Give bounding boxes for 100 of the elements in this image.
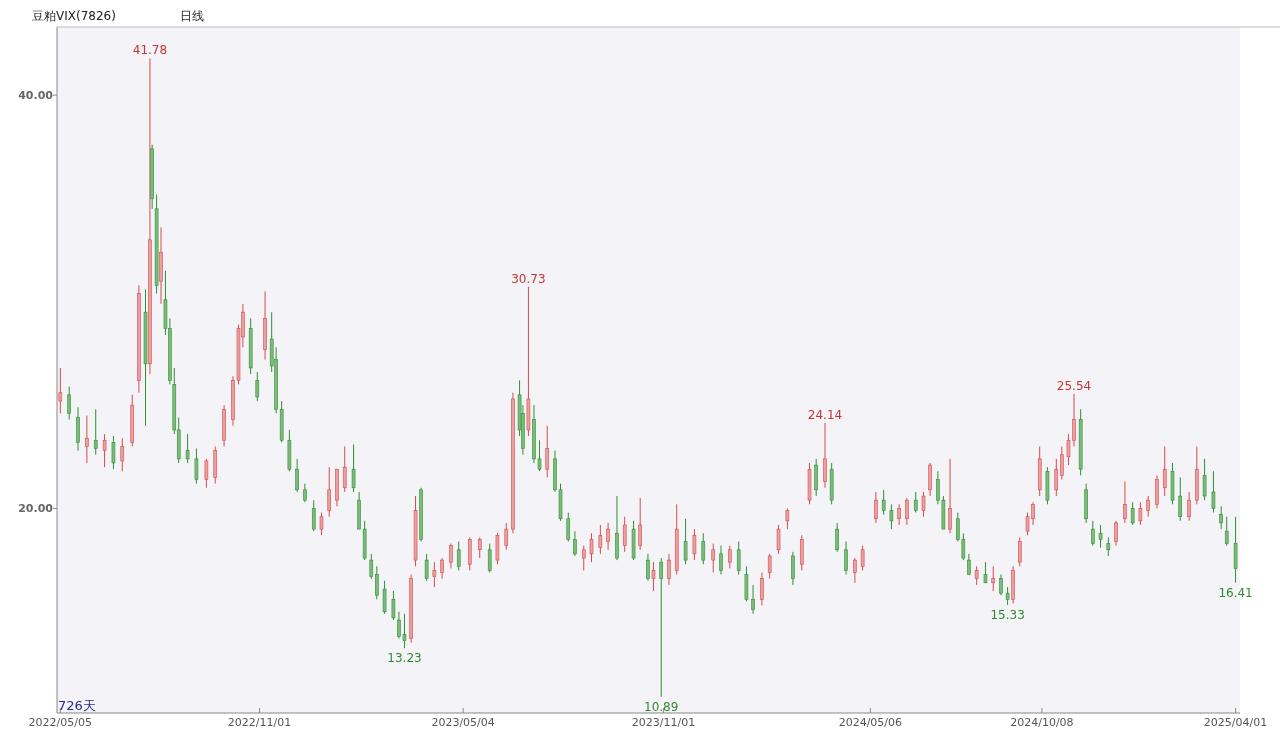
candlestick <box>319 512 324 536</box>
candlestick <box>573 530 577 557</box>
candlestick <box>102 433 107 468</box>
candlestick <box>1202 458 1207 501</box>
annotation: 24.14 <box>807 407 843 422</box>
candlestick <box>897 503 901 526</box>
candlestick <box>701 532 706 565</box>
candlestick <box>785 507 790 530</box>
candlestick <box>622 516 627 553</box>
candlestick <box>692 528 697 561</box>
candlestick <box>382 580 387 615</box>
candlestick <box>1178 476 1183 522</box>
candlestick <box>598 524 603 555</box>
candlestick <box>581 545 586 571</box>
candlestick <box>449 543 453 569</box>
x-tick-label: 2023/11/01 <box>631 716 696 729</box>
candlestick <box>999 574 1003 596</box>
candlestick <box>606 522 610 551</box>
candlestick <box>889 503 894 530</box>
annotation: 15.33 <box>990 607 1025 622</box>
candlestick <box>440 557 444 580</box>
candlestick <box>566 512 571 542</box>
candlestick <box>835 522 839 553</box>
candlestick <box>711 543 716 573</box>
candlestick <box>1130 501 1135 526</box>
candlestick <box>719 545 723 576</box>
y-tick-label: 40.00 <box>18 89 54 103</box>
x-tick-label: 2022/05/05 <box>28 716 93 729</box>
candlestick <box>1017 536 1022 567</box>
candlestick <box>659 557 664 698</box>
candlestick <box>204 458 209 489</box>
candlestick <box>913 491 918 514</box>
candlestick <box>194 448 199 485</box>
candlestick <box>823 422 827 489</box>
candlestick <box>853 557 857 584</box>
candlestick <box>751 584 755 615</box>
candlestick <box>921 491 926 518</box>
x-tick-label: 2022/11/01 <box>227 716 292 729</box>
candlestick <box>295 458 299 493</box>
candlestick <box>1060 445 1064 481</box>
candlestick <box>1211 470 1216 514</box>
candlestick <box>1054 458 1059 497</box>
candlestick <box>111 435 116 470</box>
x-tick-label: 2024/05/06 <box>838 716 903 729</box>
candlestick <box>545 425 550 478</box>
candlestick <box>728 545 732 569</box>
candlestick <box>1187 491 1191 522</box>
candlestick <box>1098 524 1103 549</box>
candlestick <box>967 553 971 576</box>
candlestick <box>1162 445 1167 497</box>
annotation: 30.73 <box>511 271 546 286</box>
candlestick <box>369 553 374 580</box>
candlestick <box>1138 501 1143 526</box>
candlestick <box>991 565 996 592</box>
annotation: 16.41 <box>1218 585 1253 600</box>
annotation: 13.23 <box>387 651 422 666</box>
candlestick <box>683 518 688 565</box>
candlestick <box>589 532 594 563</box>
candlestick <box>736 541 741 576</box>
x-tick-label: 2023/05/04 <box>431 716 495 729</box>
candlestick <box>1091 520 1095 547</box>
candlestick <box>185 433 190 464</box>
candlestick <box>881 489 886 516</box>
candlestick <box>1106 536 1111 557</box>
candlestick <box>1224 516 1229 547</box>
candlestick <box>844 541 848 576</box>
candlestick <box>767 553 772 580</box>
candlestick <box>303 483 307 503</box>
candlestick <box>432 561 437 588</box>
candlestick <box>1114 520 1118 547</box>
candlestick <box>504 522 509 551</box>
candlestick <box>948 458 952 534</box>
candlestick <box>351 443 356 493</box>
candlestick <box>255 371 260 402</box>
candlestick <box>85 414 89 464</box>
candlestick <box>93 408 98 456</box>
candlestick <box>375 565 379 600</box>
candlestick <box>874 491 878 524</box>
candlestick <box>487 543 492 573</box>
annotation: 726天 <box>58 698 96 713</box>
candlestick <box>651 561 656 592</box>
chart-subtitle: 日线 <box>180 9 204 23</box>
candlestick <box>638 497 642 551</box>
candlestick <box>791 551 795 586</box>
candlestick <box>1219 505 1223 530</box>
candlestick <box>391 590 396 621</box>
candlestick <box>905 497 909 526</box>
candlestick <box>342 445 347 493</box>
candlestick <box>58 367 63 414</box>
candlestick <box>456 541 461 571</box>
x-tick-label: 2024/10/08 <box>1010 716 1074 729</box>
annotation: 25.54 <box>1056 378 1092 393</box>
candlestick <box>327 466 332 518</box>
candlestick <box>667 553 671 586</box>
annotation: 10.89 <box>644 699 679 714</box>
y-tick-label: 20.00 <box>18 502 54 516</box>
candlestick <box>120 437 125 472</box>
chart-title: 豆粕VIX(7826) <box>32 9 116 23</box>
candlestick <box>760 571 764 607</box>
candlestick <box>974 565 979 586</box>
